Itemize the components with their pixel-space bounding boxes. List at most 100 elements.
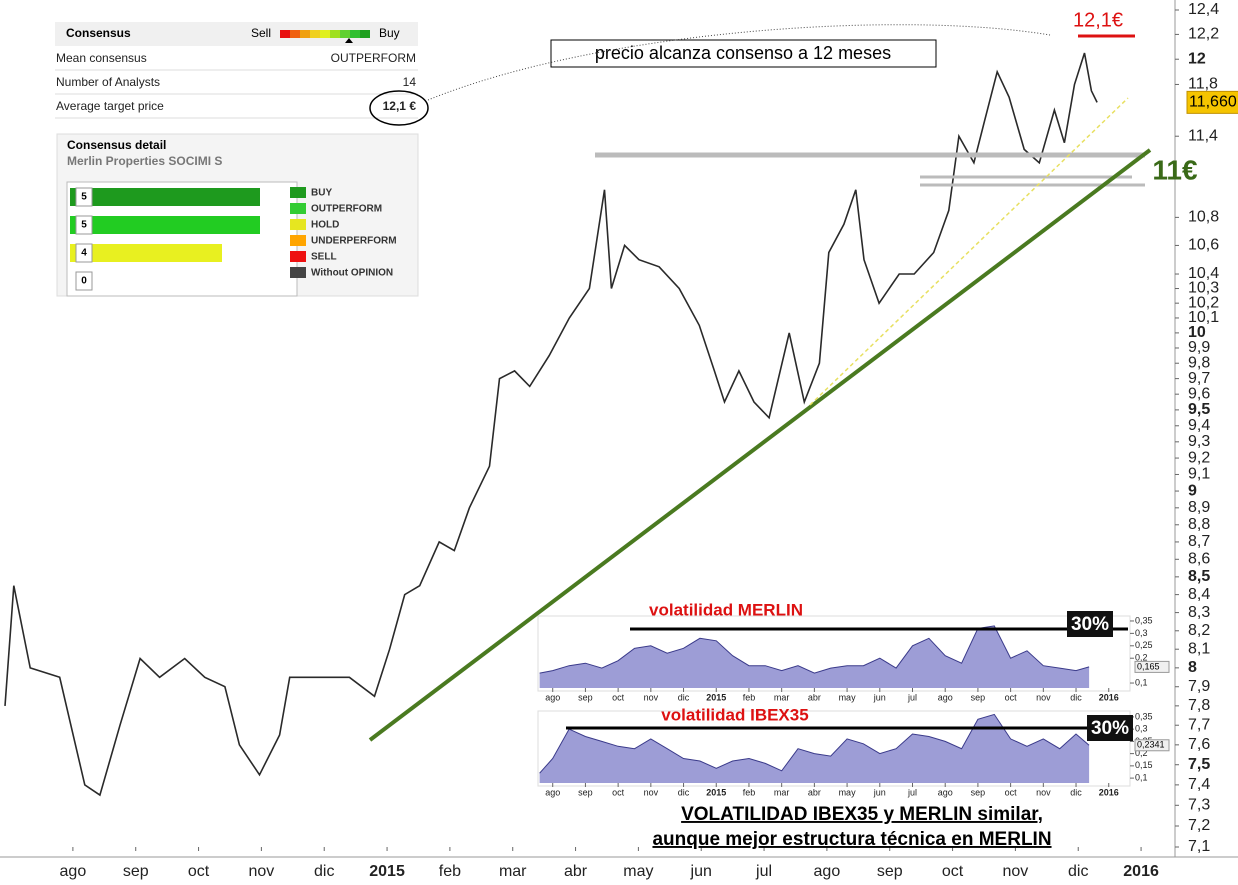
conclusion: aunque mejor estructura técnica en MERLI… xyxy=(652,829,1051,850)
consensus-panel: Consensus Sell Buy Mean consensus OUTPER… xyxy=(55,22,429,297)
last-value-label: 11,660 xyxy=(1189,94,1237,111)
x-tick-label: ago xyxy=(814,863,841,880)
x-tick-label: may xyxy=(623,863,653,880)
level-label: 30% xyxy=(1091,718,1129,739)
y-tick-label: 7,6 xyxy=(1188,736,1210,753)
y-tick-label: 8,2 xyxy=(1188,622,1210,639)
bar xyxy=(70,188,260,206)
last-value-box xyxy=(1134,739,1170,752)
legend-label: OUTPERFORM xyxy=(311,204,382,215)
consensus-bars: 5 5 4 0 BUY OUTPERFORM HOLD UNDERPERFORM SELL Wit… xyxy=(70,187,397,291)
x-tick-label: sep xyxy=(971,787,986,797)
y-tick-label: 7,2 xyxy=(1188,817,1210,834)
legend-swatch xyxy=(290,187,306,198)
x-tick-label: dic xyxy=(678,692,690,702)
detail-title: Consensus detail xyxy=(67,138,166,152)
x-tick-label: nov xyxy=(248,863,274,880)
x-tick-label: dic xyxy=(678,787,690,797)
x-tick-label: 2015 xyxy=(706,787,726,797)
x-tick-label: jun xyxy=(690,863,712,880)
x-tick-label: abr xyxy=(808,692,821,702)
area-line xyxy=(539,713,1090,774)
x-tick-label: nov xyxy=(644,787,659,797)
x-tick-label: mar xyxy=(499,863,527,880)
x-tick-label: jul xyxy=(755,863,772,880)
y-tick-label: 9 xyxy=(1188,482,1197,499)
level-box xyxy=(1067,611,1113,637)
level-label: 30% xyxy=(1071,614,1109,635)
y-tick-label: 9,2 xyxy=(1188,449,1210,466)
panel-title: volatilidad MERLIN xyxy=(649,600,803,619)
x-tick-label: 2015 xyxy=(369,863,405,880)
value-label: 0 xyxy=(81,276,87,287)
row-label: Number of Analysts xyxy=(56,75,160,89)
y-tick-label: 7,4 xyxy=(1188,776,1210,793)
highlight xyxy=(369,90,429,126)
row-value: 12,1 € xyxy=(383,99,417,113)
x-tick-label: nov xyxy=(1003,863,1029,880)
y-tick-label: 9,7 xyxy=(1188,370,1210,387)
y-tick-label: 12,4 xyxy=(1188,1,1219,18)
last-value-box xyxy=(1186,90,1238,114)
support-label: 11€ xyxy=(1152,154,1198,185)
target-label: 12,1€ xyxy=(1073,9,1123,31)
x-tick-label: jul xyxy=(907,787,917,797)
x-tick-label: oct xyxy=(1005,787,1018,797)
y-tick-label: 7,1 xyxy=(1188,838,1210,855)
x-tick-label: ago xyxy=(938,787,953,797)
connector xyxy=(427,24,1051,101)
sell-label: Sell xyxy=(251,26,271,40)
y-tick-label: 8,8 xyxy=(1188,516,1210,533)
value-box xyxy=(75,243,93,263)
x-tick-label: sep xyxy=(123,863,149,880)
value-box xyxy=(75,215,93,235)
x-tick-label: feb xyxy=(743,787,756,797)
last-value-box xyxy=(1134,660,1170,673)
y-tick-label: 0,35 xyxy=(1135,615,1153,625)
y-tick-label: 9,5 xyxy=(1188,401,1210,418)
x-tick-label: oct xyxy=(612,692,625,702)
y-tick-label: 7,8 xyxy=(1188,697,1210,714)
y-tick-label: 0,35 xyxy=(1135,711,1153,721)
y-tick-label: 0,2 xyxy=(1135,653,1148,663)
bar xyxy=(70,216,260,234)
y-tick-label: 8,9 xyxy=(1188,499,1210,516)
value-label: 5 xyxy=(81,220,87,231)
row-label: Average target price xyxy=(56,99,164,113)
legend-label: SELL xyxy=(311,252,337,263)
y-tick-label: 0,3 xyxy=(1135,628,1148,638)
x-tick-label: feb xyxy=(439,863,461,880)
y-tick-label: 0,3 xyxy=(1135,724,1148,734)
y-tick-label: 10,1 xyxy=(1188,309,1219,326)
x-tick-label: 2016 xyxy=(1099,787,1119,797)
x-tick-label: ago xyxy=(938,692,953,702)
trend-line-dashed xyxy=(809,97,1129,406)
y-tick-label: 10,4 xyxy=(1188,265,1219,282)
x-tick-label: 2016 xyxy=(1099,692,1119,702)
last-value-label: 0,2341 xyxy=(1137,740,1165,750)
row-value: OUTPERFORM xyxy=(331,51,416,65)
x-tick-label: sep xyxy=(578,787,593,797)
x-tick-label: nov xyxy=(1036,787,1051,797)
y-tick-label: 9,3 xyxy=(1188,433,1210,450)
area-fill xyxy=(539,714,1090,783)
y-tick-label: 8,6 xyxy=(1188,551,1210,568)
panel-title: Consensus xyxy=(66,26,131,40)
legend-swatch xyxy=(290,219,306,230)
x-tick-label: ago xyxy=(60,863,87,880)
y-tick-label: 0,2 xyxy=(1135,748,1148,758)
y-tick-label: 8,5 xyxy=(1188,568,1210,585)
y-tick-label: 9,4 xyxy=(1188,417,1210,434)
area-line xyxy=(539,625,1090,674)
value-label: 4 xyxy=(81,248,87,259)
x-tick-label: sep xyxy=(877,863,903,880)
x-tick-label: oct xyxy=(942,863,964,880)
y-tick-label: 10,8 xyxy=(1188,209,1219,226)
value-box xyxy=(75,187,93,207)
x-tick-label: sep xyxy=(578,692,593,702)
x-tick-label: feb xyxy=(743,692,756,702)
legend-swatch xyxy=(290,251,306,262)
legend-swatch xyxy=(290,235,306,246)
y-tick-label: 7,9 xyxy=(1188,678,1210,695)
x-tick-label: jun xyxy=(873,787,886,797)
